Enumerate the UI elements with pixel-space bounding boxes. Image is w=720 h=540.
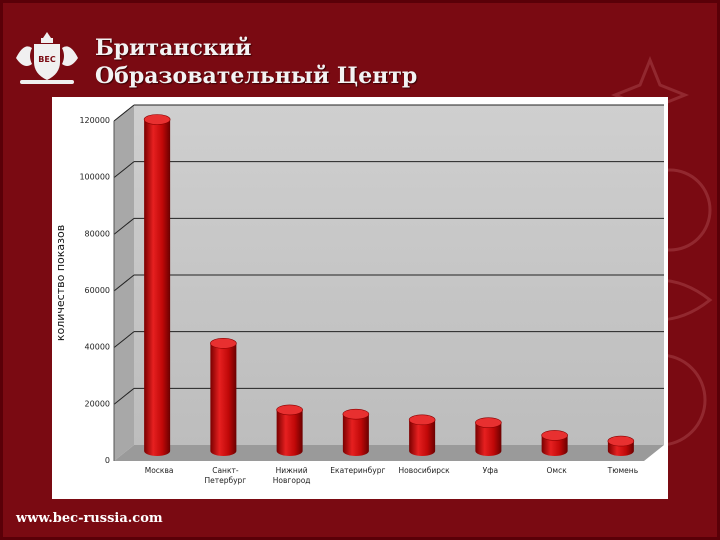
y-tick-label: 0 [105, 456, 110, 465]
y-tick-label: 40000 [85, 343, 110, 352]
y-axis-label: количество показов [54, 225, 67, 341]
plot-floor [114, 445, 664, 461]
gridline-side [113, 387, 135, 405]
gridline-side [113, 104, 135, 122]
bar [475, 422, 502, 456]
x-tick-label: Нижний Новгород [273, 466, 311, 485]
gridline-side [113, 274, 135, 292]
crest-logo: BEC [16, 32, 78, 84]
x-tick-label-line: Тюмень [607, 466, 639, 475]
x-tick-label-line: Омск [547, 466, 568, 475]
x-tick-label: Санкт-Петербург [204, 466, 246, 485]
bar [276, 409, 303, 456]
bar [210, 343, 237, 456]
bar-chart: 0 20000 40000 60000 80000 100000 120000 количес… [54, 104, 664, 485]
bar-top [408, 414, 436, 426]
bar-top [342, 408, 370, 420]
x-tick-label-line: Нижний [276, 466, 308, 475]
bar [409, 419, 436, 456]
bar-top [607, 435, 635, 447]
x-tick-label-line: Москва [145, 466, 174, 475]
x-tick-label: Омск [547, 466, 568, 475]
x-tick-label: Тюмень [607, 466, 639, 475]
x-tick-label-line: Санкт- [212, 466, 239, 475]
logo-text: BEC [38, 55, 56, 64]
y-tick-label: 120000 [79, 116, 110, 125]
y-tick-label: 20000 [85, 399, 110, 408]
x-tick-label-line: Новгород [273, 476, 311, 485]
org-title-line1: Британский [95, 35, 252, 61]
bar-top [541, 430, 568, 441]
y-tick-label: 80000 [85, 229, 110, 238]
chart-panel: 0 20000 40000 60000 80000 100000 120000 количес… [52, 97, 668, 499]
gridline-side [113, 217, 135, 235]
bar-top [475, 417, 502, 428]
y-tick-label: 60000 [85, 286, 110, 295]
y-tick-label: 100000 [79, 173, 110, 182]
x-tick-label: Москва [145, 466, 174, 475]
org-title: Британский Образовательный Центр [95, 34, 417, 90]
org-title-line2: Образовательный Центр [95, 63, 418, 89]
bar [342, 414, 369, 456]
x-tick-label-line: Уфа [483, 466, 499, 475]
x-tick-label-line: Новосибирск [399, 466, 451, 475]
bar [144, 119, 171, 456]
x-tick-label-line: Петербург [204, 476, 246, 485]
gridline-side [113, 331, 135, 349]
x-tick-label: Новосибирск [399, 466, 451, 475]
gridline-side [113, 161, 135, 179]
x-tick-label-line: Екатеринбург [330, 466, 385, 475]
bar-top [143, 114, 171, 125]
bar [541, 435, 568, 456]
x-tick-label: Уфа [483, 466, 499, 475]
bar-top [210, 338, 237, 349]
website-link[interactable]: www.bec-russia.com [16, 511, 163, 526]
x-tick-label: Екатеринбург [330, 466, 385, 475]
bar-top [276, 404, 303, 416]
